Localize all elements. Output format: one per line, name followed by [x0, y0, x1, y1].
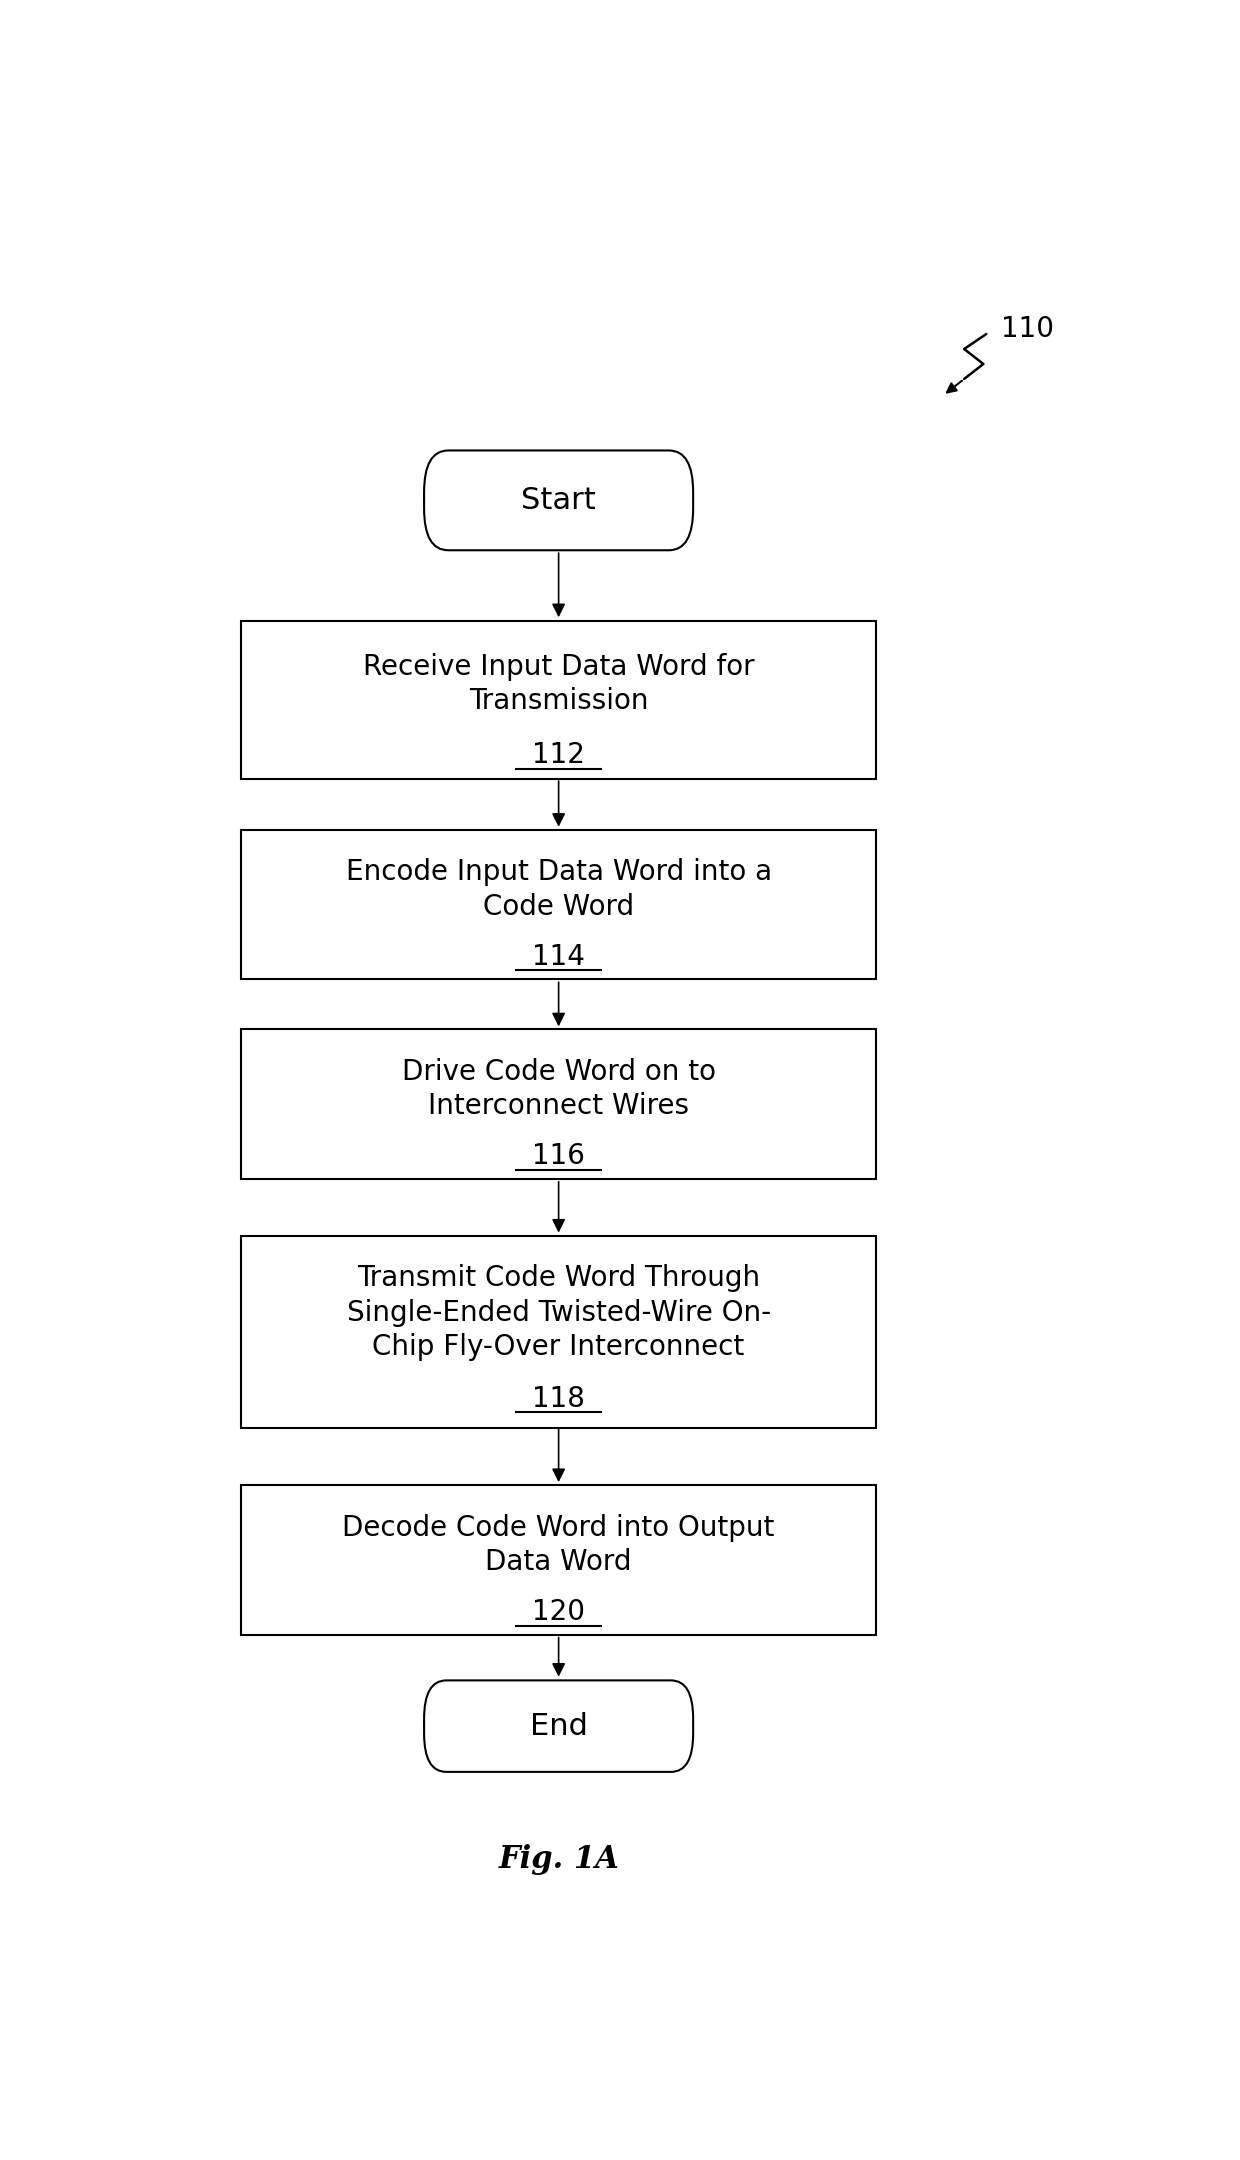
Text: Receive Input Data Word for
Transmission: Receive Input Data Word for Transmission — [363, 652, 754, 715]
Bar — [242, 829, 875, 978]
Text: Encode Input Data Word into a
Code Word: Encode Input Data Word into a Code Word — [346, 858, 771, 920]
Bar — [242, 1484, 875, 1635]
Text: 116: 116 — [532, 1143, 585, 1171]
Bar — [242, 1030, 875, 1179]
Text: Start: Start — [521, 486, 596, 514]
Text: Transmit Code Word Through
Single-Ended Twisted-Wire On-
Chip Fly-Over Interconn: Transmit Code Word Through Single-Ended … — [346, 1264, 771, 1361]
Text: End: End — [529, 1711, 588, 1741]
Text: Drive Code Word on to
Interconnect Wires: Drive Code Word on to Interconnect Wires — [402, 1058, 715, 1121]
Bar — [242, 1236, 875, 1428]
Text: 112: 112 — [532, 741, 585, 769]
FancyBboxPatch shape — [424, 1680, 693, 1771]
Bar — [242, 620, 875, 780]
FancyBboxPatch shape — [424, 451, 693, 551]
Text: 114: 114 — [532, 944, 585, 970]
Text: Decode Code Word into Output
Data Word: Decode Code Word into Output Data Word — [342, 1514, 775, 1577]
Text: Fig. 1A: Fig. 1A — [498, 1845, 619, 1875]
Text: 120: 120 — [532, 1598, 585, 1626]
Text: 110: 110 — [1001, 315, 1054, 343]
Text: 118: 118 — [532, 1385, 585, 1413]
